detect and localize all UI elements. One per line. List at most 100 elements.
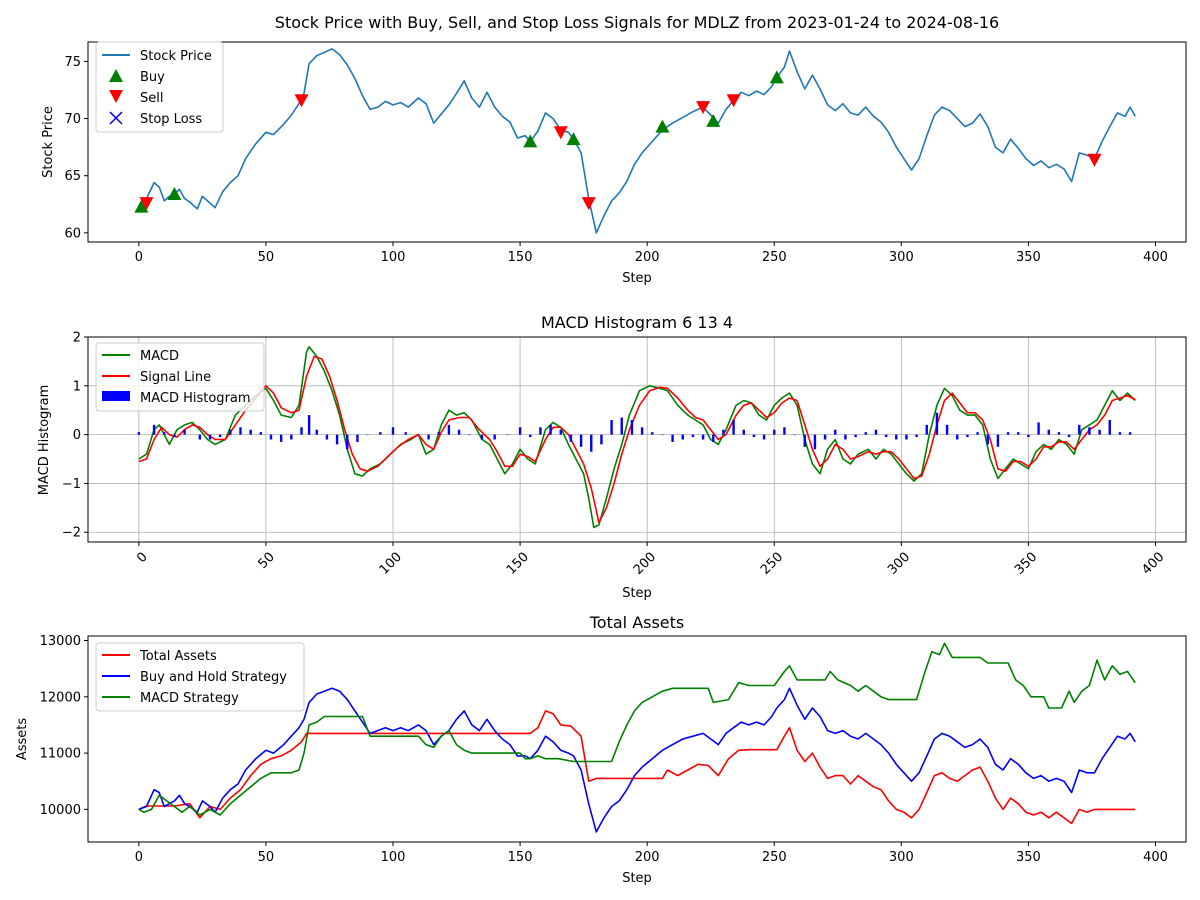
macd-histogram-bar xyxy=(905,434,908,440)
macd-histogram-bar xyxy=(447,424,451,435)
macd-histogram-bar xyxy=(559,429,562,435)
y-tick-label: 70 xyxy=(64,112,81,127)
macd-histogram-bar xyxy=(1118,432,1122,435)
macd-histogram-bar xyxy=(259,432,263,435)
sell-marker xyxy=(696,101,711,115)
macd-histogram-bar xyxy=(956,434,959,440)
y-tick-label: 13000 xyxy=(40,634,81,649)
assets-chart: Total Assets 0 50 100 150 200 250 300 350 400 100… xyxy=(15,613,1187,886)
macd-histogram-bar xyxy=(793,434,796,436)
buy-marker xyxy=(167,187,182,200)
macd-histogram-bar xyxy=(915,434,918,438)
macd-chart-title: MACD Histogram 6 13 4 xyxy=(541,313,733,332)
y-tick-label: 65 xyxy=(64,169,81,184)
macd-histogram-bar xyxy=(620,417,623,435)
macd-histogram-bar xyxy=(712,434,715,442)
legend-label-buy: Buy xyxy=(140,70,165,85)
price-chart-legend: Stock Price Buy Sell Stop Loss xyxy=(95,41,224,133)
legend-swatch-buy xyxy=(109,69,123,82)
y-tick-label: −2 xyxy=(62,526,81,541)
macd-histogram-bar xyxy=(315,429,318,435)
macd-histogram-bar xyxy=(356,434,359,442)
macd-histogram-bar xyxy=(986,434,989,445)
legend-label-buy-and-hold: Buy and Hold Strategy xyxy=(140,670,287,685)
macd-histogram-bar xyxy=(457,429,461,435)
sell-marker xyxy=(553,126,568,140)
macd-histogram-bar xyxy=(152,424,156,435)
x-tick-label: 200 xyxy=(635,850,660,865)
sell-marker xyxy=(139,197,154,211)
macd-histogram-bar xyxy=(300,427,303,435)
macd-histogram-bar xyxy=(925,424,928,435)
macd-histogram-bar xyxy=(996,434,1000,447)
macd-histogram-bar xyxy=(803,434,806,447)
macd-histogram-bar xyxy=(468,434,471,436)
buy-and-hold-strategy-line xyxy=(138,687,1136,833)
legend-label-macd-strategy: MACD Strategy xyxy=(140,691,239,706)
y-tick-label: 60 xyxy=(64,226,81,241)
x-tick-label: 150 xyxy=(508,850,533,865)
x-tick-label: 100 xyxy=(381,850,406,865)
y-tick-label: 0 xyxy=(73,428,81,443)
macd-histogram-bar xyxy=(1006,432,1010,435)
legend-swatch-sell xyxy=(109,90,123,103)
buy-marker xyxy=(566,132,581,146)
sell-marker xyxy=(581,197,596,211)
signal-line-line xyxy=(138,355,1136,524)
macd-histogram-bar xyxy=(701,434,705,440)
macd-histogram-bar xyxy=(834,429,837,435)
macd-histogram-bar xyxy=(610,419,613,435)
macd-histogram-bar xyxy=(346,434,349,450)
macd-histogram-bar xyxy=(1128,432,1132,435)
macd-histogram-bar xyxy=(1047,429,1050,435)
total-assets-line xyxy=(138,710,1136,825)
macd-histogram-bar xyxy=(752,434,756,438)
legend-box xyxy=(95,342,265,412)
macd-histogram-bar xyxy=(884,434,888,438)
x-tick-label: 100 xyxy=(381,250,406,265)
x-tick-label: 400 xyxy=(1143,850,1168,865)
macd-chart-legend: MACD Signal Line MACD Histogram xyxy=(95,342,265,412)
x-tick-label: 50 xyxy=(258,850,275,865)
macd-histogram-bar xyxy=(1098,429,1101,435)
y-tick-label: 12000 xyxy=(40,690,81,705)
y-tick-label: 1 xyxy=(73,379,81,394)
macd-histogram-bar xyxy=(279,434,283,442)
macd-histogram-bar xyxy=(1078,424,1081,435)
macd-histogram-bar xyxy=(1037,422,1040,435)
buy-marker xyxy=(134,199,149,213)
macd-histogram-bar xyxy=(844,434,847,440)
x-tick-label: 0 xyxy=(135,250,143,265)
macd-histogram-bar xyxy=(427,434,430,440)
macd-histogram-bar xyxy=(661,434,664,436)
legend-label-total-assets: Total Assets xyxy=(139,649,217,664)
legend-label-stock-price: Stock Price xyxy=(140,49,212,64)
macd-histogram-bar xyxy=(1108,419,1111,435)
price-chart-frame xyxy=(87,41,1187,243)
macd-histogram-bar xyxy=(651,432,654,435)
x-tick-label: 250 xyxy=(762,250,787,265)
macd-histogram-bar xyxy=(506,434,509,436)
macd-histogram-bar xyxy=(935,412,939,435)
macd-histogram-bar xyxy=(417,434,420,436)
macd-histogram-bar xyxy=(600,434,603,445)
x-tick-label: 350 xyxy=(1016,250,1041,265)
macd-histogram-bar xyxy=(1027,434,1030,438)
macd-histogram-bar xyxy=(518,427,522,435)
macd-histogram-bar xyxy=(813,434,817,450)
x-tick-label: 250 xyxy=(762,850,787,865)
buy-marker xyxy=(523,134,538,148)
macd-histogram-bar xyxy=(549,424,552,435)
x-tick-label: 150 xyxy=(508,250,533,265)
macd-histogram-bar xyxy=(854,434,857,438)
macd-histogram-bar xyxy=(437,432,440,435)
macd-histogram-bar xyxy=(874,429,878,435)
assets-chart-xlabel: Step xyxy=(622,871,652,886)
legend-swatch-macd-histogram xyxy=(102,391,130,401)
macd-chart-xlabel: Step xyxy=(622,586,652,601)
macd-histogram-bar xyxy=(1067,434,1071,438)
x-tick-label: 400 xyxy=(1143,250,1168,265)
macd-histogram-bar xyxy=(480,434,484,440)
macd-histogram-bar xyxy=(742,429,745,435)
